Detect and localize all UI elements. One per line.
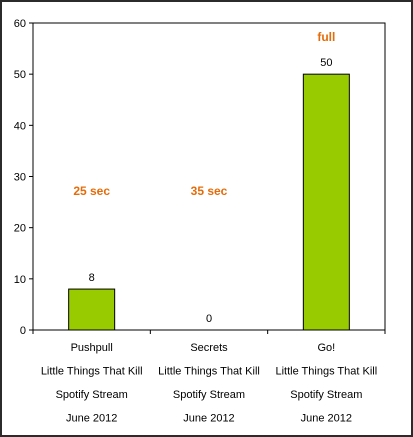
category-label: Go! (317, 342, 335, 354)
y-tick-label: 40 (14, 120, 26, 132)
y-tick-label: 60 (14, 18, 26, 30)
annotation-label: 35 sec (191, 184, 228, 198)
y-tick-label: 0 (20, 325, 26, 337)
category-label: Little Things That Kill (41, 366, 143, 378)
category-label: June 2012 (66, 413, 117, 425)
bar (302, 73, 350, 331)
data-label: 8 (89, 272, 95, 284)
bar (68, 288, 116, 331)
y-tick-label: 50 (14, 69, 26, 81)
category-label: Spotify Stream (173, 389, 245, 401)
chart-bars (68, 73, 350, 331)
chart-axes: 0 10 20 30 40 50 60 (14, 18, 386, 337)
y-tick-label: 10 (14, 274, 26, 286)
category-label: June 2012 (183, 413, 234, 425)
y-tick-label: 30 (14, 172, 26, 184)
category-label: Pushpull (71, 342, 113, 354)
annotation-label: full (317, 30, 335, 44)
category-label: Spotify Stream (56, 389, 128, 401)
category-label: Spotify Stream (290, 389, 362, 401)
y-tick-label: 20 (14, 223, 26, 235)
annotation-label: 25 sec (73, 184, 110, 198)
category-label: Little Things That Kill (158, 366, 260, 378)
chart-labels: 8 Pushpull Little Things That Kill Spotify … (41, 30, 377, 425)
data-label: 50 (320, 57, 332, 69)
category-label: Little Things That Kill (275, 366, 377, 378)
category-label: June 2012 (301, 413, 352, 425)
category-label: Secrets (190, 342, 228, 354)
data-label: 0 (206, 313, 212, 325)
